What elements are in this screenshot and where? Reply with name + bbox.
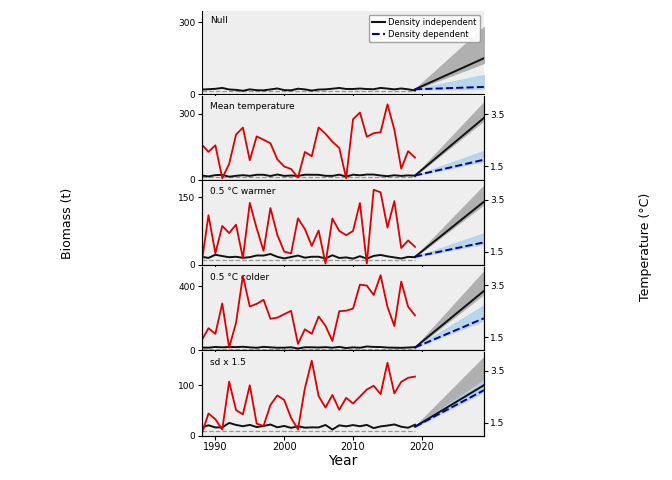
Text: sd x 1.5: sd x 1.5 <box>210 358 246 367</box>
Text: Mean temperature: Mean temperature <box>210 102 295 111</box>
Text: 0.5 °C colder: 0.5 °C colder <box>210 273 269 282</box>
Legend: Density independent, Density dependent: Density independent, Density dependent <box>369 15 480 42</box>
Text: Biomass (t): Biomass (t) <box>60 188 74 259</box>
Text: 0.5 °C warmer: 0.5 °C warmer <box>210 187 276 196</box>
Text: Temperature (°C): Temperature (°C) <box>638 193 652 301</box>
Text: Year: Year <box>328 454 358 468</box>
Text: Null: Null <box>210 16 228 25</box>
